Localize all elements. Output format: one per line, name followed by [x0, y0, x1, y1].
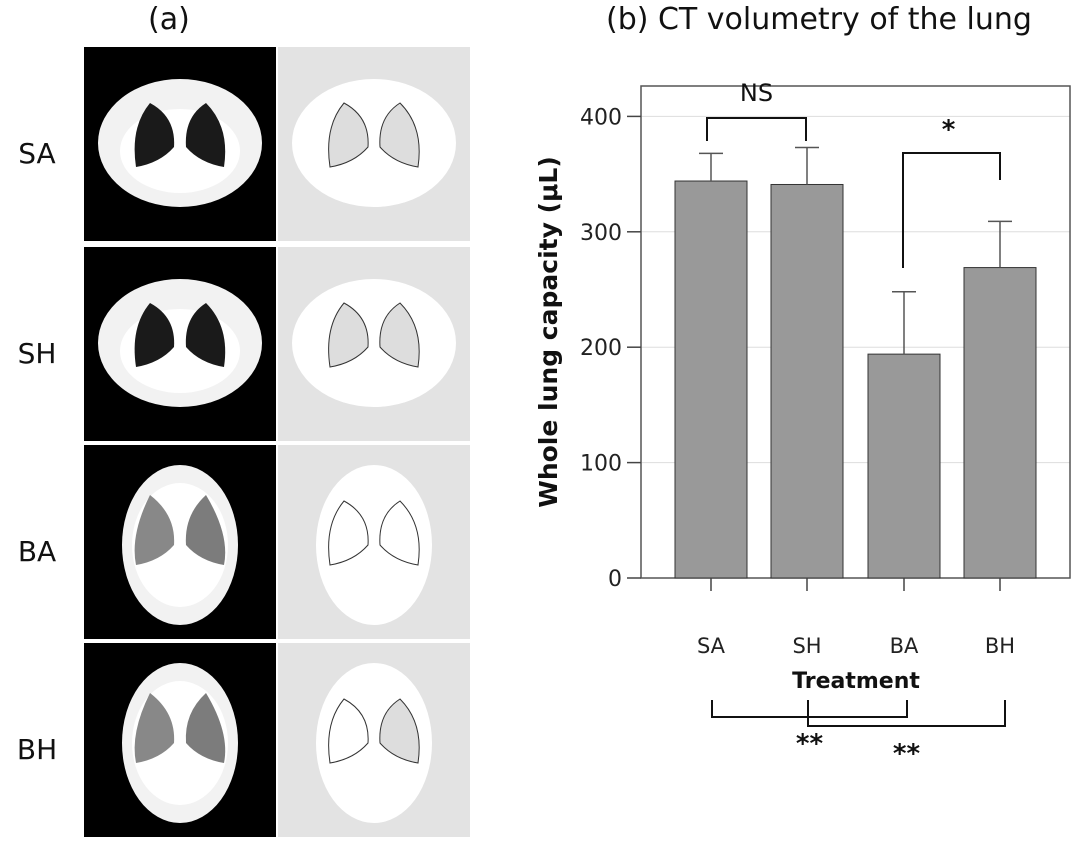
x-tick-label: BH	[985, 634, 1015, 658]
segmentation-image	[278, 643, 470, 837]
x-tick-label: BA	[890, 634, 919, 658]
y-tick-label: 400	[580, 105, 622, 130]
row-label-sh: SH	[17, 337, 57, 370]
y-tick-label: 100	[580, 452, 622, 477]
significance-bracket	[902, 152, 1001, 268]
row-label-sa: SA	[18, 137, 56, 170]
bar-ba	[867, 353, 941, 579]
segmentation-image	[278, 247, 470, 441]
y-tick-label: 200	[580, 336, 622, 361]
panel-b-title: (b) CT volumetry of the lung	[606, 2, 1032, 37]
ct-scan-image	[84, 247, 276, 441]
segmentation-image	[278, 445, 470, 639]
bar-sa	[674, 180, 748, 579]
y-tick-label: 0	[608, 567, 622, 592]
x-axis-label: Treatment	[792, 669, 920, 694]
ct-scan-image	[84, 47, 276, 241]
significance-bracket	[807, 700, 1006, 727]
panel-a-title: (a)	[148, 2, 190, 37]
significance-label: *	[942, 115, 956, 145]
bar-sh	[770, 183, 844, 579]
row-label-ba: BA	[17, 535, 57, 568]
plot-frame	[640, 85, 1071, 579]
significance-bracket	[711, 700, 908, 718]
significance-label: NS	[740, 79, 773, 107]
x-tick-label: SH	[792, 634, 821, 658]
bar-bh	[963, 267, 1037, 579]
y-tick-label: 300	[580, 221, 622, 246]
y-axis-label: Whole lung capacity (μL)	[534, 156, 563, 508]
row-label-bh: BH	[16, 733, 58, 766]
significance-label: **	[893, 739, 921, 769]
ct-scan-image	[84, 445, 276, 639]
significance-label: **	[796, 729, 824, 759]
ct-scan-image	[84, 643, 276, 837]
significance-bracket	[706, 117, 807, 141]
segmentation-image	[278, 47, 470, 241]
x-tick-label: SA	[697, 634, 726, 658]
